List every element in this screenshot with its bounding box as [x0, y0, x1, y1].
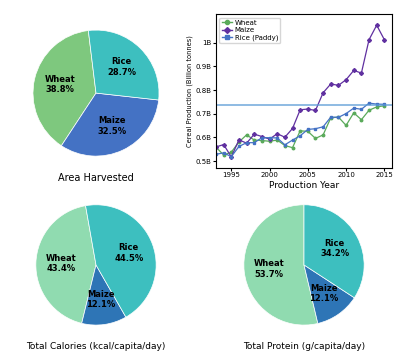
Wedge shape: [36, 206, 96, 323]
Text: Wheat
53.7%: Wheat 53.7%: [254, 259, 285, 279]
Text: Total Calories (kcal/capita/day): Total Calories (kcal/capita/day): [26, 342, 166, 350]
Legend: Wheat, Maize, Rice (Paddy): Wheat, Maize, Rice (Paddy): [220, 18, 280, 43]
Text: Rice
34.2%: Rice 34.2%: [320, 239, 349, 258]
Wedge shape: [88, 30, 159, 100]
Text: Total Protein (g/capita/day): Total Protein (g/capita/day): [243, 342, 365, 350]
Wedge shape: [82, 265, 126, 325]
Wedge shape: [86, 205, 156, 317]
Wedge shape: [33, 30, 96, 146]
Y-axis label: Cereal Production (Billion tonnes): Cereal Production (Billion tonnes): [186, 35, 193, 147]
Wedge shape: [61, 93, 159, 156]
Text: Maize
32.5%: Maize 32.5%: [97, 116, 126, 136]
Text: Rice
44.5%: Rice 44.5%: [114, 243, 144, 263]
Text: Area Harvested: Area Harvested: [58, 173, 134, 183]
X-axis label: Production Year: Production Year: [269, 181, 339, 190]
Text: Maize
12.1%: Maize 12.1%: [86, 290, 116, 309]
Text: Wheat
38.8%: Wheat 38.8%: [45, 75, 76, 95]
Wedge shape: [244, 205, 318, 325]
Text: Maize
12.1%: Maize 12.1%: [310, 284, 339, 303]
Wedge shape: [304, 265, 354, 323]
Text: Rice
28.7%: Rice 28.7%: [107, 57, 136, 77]
Text: Wheat
43.4%: Wheat 43.4%: [46, 254, 76, 274]
Wedge shape: [304, 205, 364, 298]
